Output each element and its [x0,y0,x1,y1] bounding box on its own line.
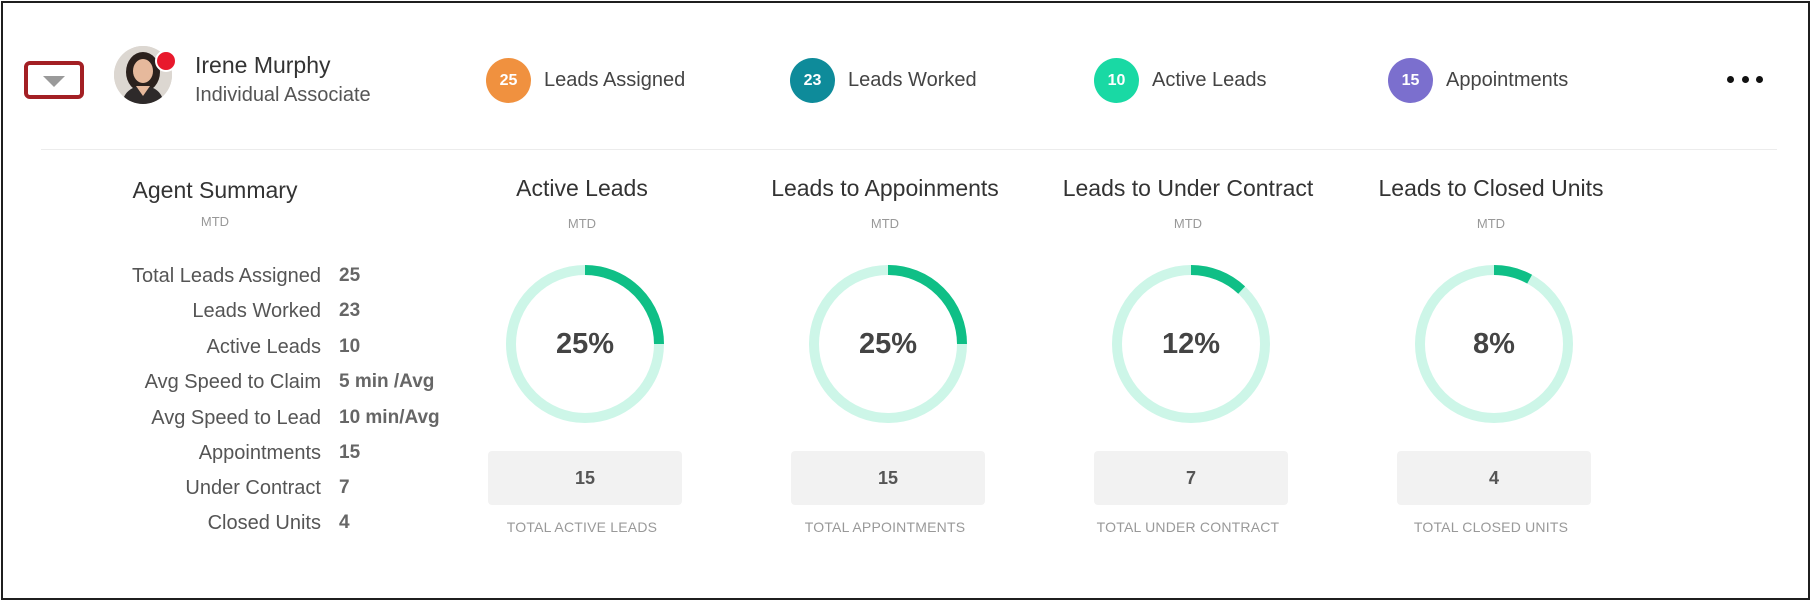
ring-progress [1112,265,1270,423]
metric-under-contract: Under Contract 7 [63,477,473,507]
card-leads-to-closed-units: Leads to Closed Units MTD 8% 4 TOTAL CLO… [1341,175,1641,535]
agent-summary-period: MTD [200,214,230,229]
metric-label: Leads Worked [192,300,321,322]
caret-down-icon [43,75,65,87]
agent-name: Irene Murphy [195,52,331,78]
total-value-box: 4 [1397,451,1591,505]
card-active-leads: Active Leads MTD 25% 15 TOTAL ACTIVE LEA… [432,175,732,535]
stat-label: Leads Assigned [544,69,686,91]
metric-value: 5 min /Avg [339,371,435,392]
more-options-button[interactable] [1727,67,1763,91]
total-label: TOTAL UNDER CONTRACT [1096,519,1280,535]
metric-closed-units: Closed Units 4 [63,512,473,542]
metric-label: Avg Speed to Claim [144,371,321,393]
progress-ring: 25% [504,263,666,425]
card-leads-to-appointments: Leads to Appoinments MTD 25% 15 TOTAL AP… [735,175,1035,535]
total-value-box: 15 [791,451,985,505]
more-horizontal-icon [1727,75,1734,83]
total-label: TOTAL ACTIVE LEADS [506,519,658,535]
stat-active-leads[interactable]: 10 Active Leads [1094,58,1267,103]
agent-role: Individual Associate [195,84,371,106]
metric-label: Active Leads [206,336,321,358]
progress-ring: 8% [1413,263,1575,425]
card-period: MTD [1476,216,1506,231]
card-title: Leads to Closed Units [1378,175,1604,201]
ring-percent: 8% [1473,327,1515,360]
stat-count-badge: 15 [1388,58,1433,103]
metric-value: 15 [339,442,361,463]
metric-label: Appointments [198,442,321,464]
total-value-box: 15 [488,451,682,505]
stat-label: Appointments [1446,69,1569,91]
ring-progress [506,265,664,423]
card-leads-to-under-contract: Leads to Under Contract MTD 12% 7 TOTAL … [1038,175,1338,535]
metric-value: 10 [339,336,361,357]
card-period: MTD [567,216,597,231]
stat-leads-assigned[interactable]: 25 Leads Assigned [486,58,685,103]
metric-value: 4 [339,512,350,533]
total-label: TOTAL APPOINTMENTS [804,519,966,535]
metric-label: Under Contract [185,477,321,499]
card-title: Leads to Appoinments [771,175,999,201]
progress-ring: 12% [1110,263,1272,425]
metric-value: 10 min/Avg [339,407,440,428]
total-label: TOTAL CLOSED UNITS [1413,519,1569,535]
stat-label: Leads Worked [848,69,977,91]
metric-leads-worked: Leads Worked 23 [63,300,473,330]
status-dot [155,50,177,72]
metric-value: 25 [339,265,361,286]
metric-label: Total Leads Assigned [131,265,321,287]
progress-ring: 25% [807,263,969,425]
metric-value: 7 [339,477,350,498]
metric-avg-speed-to-claim: Avg Speed to Claim 5 min /Avg [63,371,473,401]
card-title: Active Leads [516,175,648,201]
metric-active-leads: Active Leads 10 [63,336,473,366]
ring-progress [809,265,967,423]
ring-percent: 25% [555,327,615,360]
stat-count-badge: 10 [1094,58,1139,103]
total-value-box: 7 [1094,451,1288,505]
collapse-toggle-button[interactable] [24,61,84,99]
ring-percent: 12% [1161,327,1221,360]
stat-label: Active Leads [1152,69,1267,91]
stat-count-badge: 25 [486,58,531,103]
metric-label: Avg Speed to Lead [151,407,321,429]
stat-appointments[interactable]: 15 Appointments [1388,58,1568,103]
metric-label: Closed Units [207,512,321,534]
agent-summary-title: Agent Summary [132,177,298,203]
metric-total-leads-assigned: Total Leads Assigned 25 [63,265,473,295]
metric-value: 23 [339,300,361,321]
card-period: MTD [870,216,900,231]
ring-percent: 25% [858,327,918,360]
ring-progress [1415,265,1573,423]
stat-count-badge: 23 [790,58,835,103]
card-title: Leads to Under Contract [1062,175,1314,201]
stat-leads-worked[interactable]: 23 Leads Worked [790,58,977,103]
metric-avg-speed-to-lead: Avg Speed to Lead 10 min/Avg [63,407,473,437]
header-divider [41,149,1777,150]
card-period: MTD [1173,216,1203,231]
metric-appointments: Appointments 15 [63,442,473,472]
